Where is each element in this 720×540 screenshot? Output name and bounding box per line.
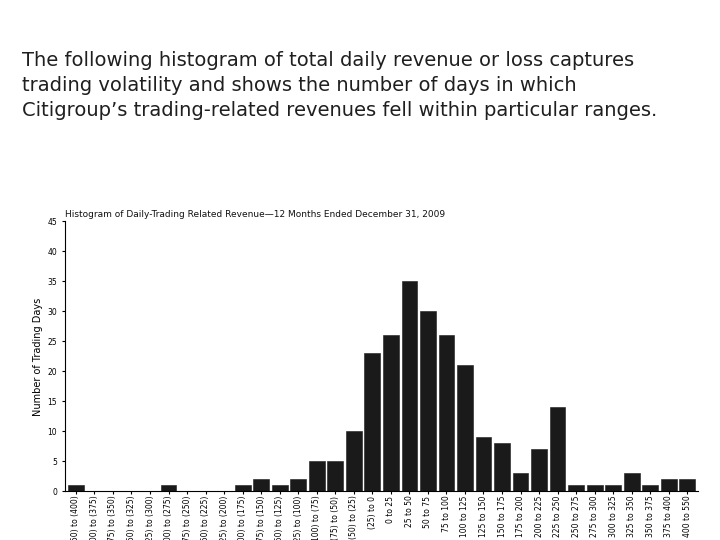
Bar <box>494 443 510 491</box>
Bar <box>606 485 621 491</box>
Bar <box>438 335 454 491</box>
Bar <box>587 485 603 491</box>
Text: The following histogram of total daily revenue or loss captures
trading volatili: The following histogram of total daily r… <box>22 51 657 120</box>
Bar <box>346 431 361 491</box>
Bar <box>272 485 287 491</box>
Bar <box>550 407 565 491</box>
Bar <box>402 281 418 491</box>
Bar <box>624 474 639 491</box>
Bar <box>642 485 658 491</box>
Bar <box>513 474 528 491</box>
Bar <box>364 353 380 491</box>
Bar <box>328 461 343 491</box>
Bar <box>531 449 547 491</box>
Bar <box>161 485 176 491</box>
Bar <box>235 485 251 491</box>
Bar <box>568 485 584 491</box>
Bar <box>290 480 306 491</box>
Bar <box>309 461 325 491</box>
Bar <box>680 480 695 491</box>
Bar <box>253 480 269 491</box>
Text: Histogram of Daily-Trading Related Revenue—12 Months Ended December 31, 2009: Histogram of Daily-Trading Related Reven… <box>65 210 445 219</box>
Y-axis label: Number of Trading Days: Number of Trading Days <box>33 298 43 415</box>
Bar <box>476 437 491 491</box>
Bar <box>661 480 677 491</box>
Bar <box>68 485 84 491</box>
Bar <box>420 312 436 491</box>
Bar <box>383 335 399 491</box>
Bar <box>457 366 473 491</box>
